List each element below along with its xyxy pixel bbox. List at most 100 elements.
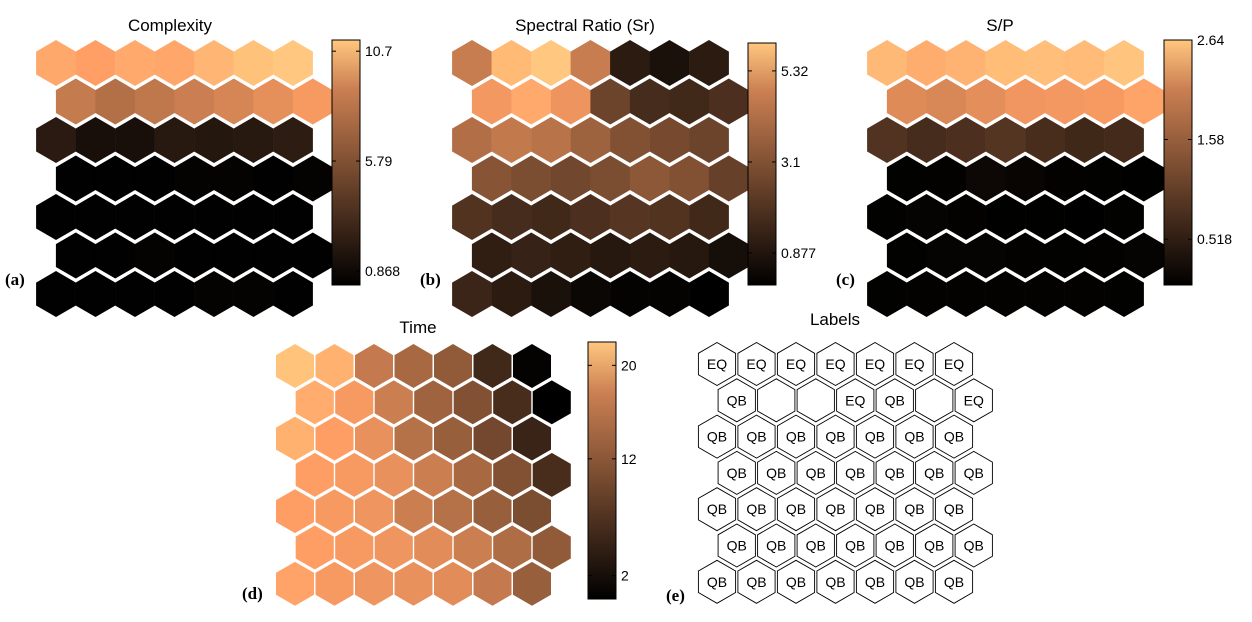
colorbar-tick-label: 1.58 <box>1197 132 1224 148</box>
label-hex-cell <box>816 414 855 459</box>
hex-cell <box>511 78 552 125</box>
hex-cell <box>1044 78 1085 125</box>
hex-cell <box>275 489 315 534</box>
hex-class-label: QB <box>825 429 845 445</box>
hex-class-label: QB <box>746 501 766 517</box>
hex-cell <box>629 78 670 125</box>
hex-cell <box>295 380 334 425</box>
hex-cell <box>946 271 986 317</box>
hex-cell <box>233 40 274 86</box>
hex-cell <box>452 40 492 86</box>
hex-class-label: EQ <box>865 356 885 372</box>
hex-class-label: QB <box>885 465 905 481</box>
hex-cell <box>354 561 394 606</box>
label-hex-cell <box>816 487 855 532</box>
label-hex-cell <box>855 487 895 532</box>
label-hex-cell <box>934 341 974 387</box>
hex-cell <box>453 452 492 497</box>
hex-class-label: EQ <box>964 392 984 408</box>
hex-cell <box>985 40 1026 86</box>
hex-class-label: EQ <box>707 356 727 372</box>
hex-cell <box>473 489 512 534</box>
hex-cell <box>253 78 294 125</box>
label-hex-cell <box>737 414 776 459</box>
hex-class-label: QB <box>806 538 826 554</box>
hex-cell <box>689 271 729 317</box>
hex-cell <box>292 155 333 202</box>
hex-class-label: QB <box>964 465 984 481</box>
hex-class-label: QB <box>786 429 806 445</box>
colorbar-ticks-c: 2.64 1.58 0.518 <box>1164 32 1232 247</box>
hex-cell <box>275 416 315 461</box>
label-hex-cell <box>697 341 737 387</box>
hex-cell <box>946 194 986 240</box>
hex-cell <box>669 78 710 125</box>
hex-cell <box>55 78 96 125</box>
label-hex-cell <box>934 559 974 604</box>
label-hex-cell <box>855 341 895 387</box>
hex-cell <box>452 271 492 317</box>
hex-cell <box>253 155 294 202</box>
hex-cell <box>253 232 294 279</box>
hex-cell <box>708 232 749 279</box>
hex-cell <box>194 40 234 86</box>
hex-cell <box>473 344 512 388</box>
hex-cell <box>292 232 333 279</box>
hex-class-label: EQ <box>825 356 845 372</box>
hex-cell <box>590 155 631 202</box>
hex-class-label: QB <box>865 429 885 445</box>
hex-cell <box>134 78 175 125</box>
hex-class-label: QB <box>845 538 865 554</box>
hex-cell <box>233 271 274 317</box>
hex-cell <box>532 525 571 570</box>
hex-cell <box>154 194 195 240</box>
hex-cell <box>629 232 670 279</box>
hex-cell <box>590 232 631 279</box>
hex-cell <box>473 416 512 461</box>
hex-cell <box>433 561 473 606</box>
hex-cell <box>491 117 532 163</box>
hex-class-label: QB <box>707 501 727 517</box>
chart-title-c: S/P <box>986 16 1013 35</box>
hex-cell <box>610 117 650 163</box>
hex-cell <box>273 117 313 163</box>
colorbar-ticks-a: 10.7 5.79 0.868 <box>332 43 400 279</box>
label-hex-cell <box>915 378 954 423</box>
hex-class-label: QB <box>825 574 845 590</box>
label-hex-cell <box>836 378 875 423</box>
hex-cell <box>906 271 947 317</box>
label-hex-cell <box>796 450 835 495</box>
hex-cell <box>708 78 749 125</box>
hex-cell <box>394 561 433 606</box>
hex-cell <box>906 117 947 163</box>
label-hex-cell <box>934 414 974 459</box>
hex-class-label: EQ <box>746 356 766 372</box>
chart-title-b: Spectral Ratio (Sr) <box>515 16 655 35</box>
hex-cell <box>414 525 453 570</box>
hex-class-label: QB <box>727 538 747 554</box>
hex-cell <box>1005 78 1046 125</box>
panel-b: Spectral Ratio (Sr) 5.32 3.1 0.877 (b) <box>420 16 816 317</box>
hex-cell <box>511 232 552 279</box>
hex-class-label: QB <box>727 392 747 408</box>
hex-cell <box>867 40 907 86</box>
hex-cell <box>95 78 136 125</box>
hex-class-label: QB <box>746 429 766 445</box>
hex-class-label: EQ <box>904 356 924 372</box>
label-hex-cell <box>697 559 737 604</box>
label-hex-cell <box>717 450 756 495</box>
hex-class-label: QB <box>707 574 727 590</box>
label-hex-cell <box>697 414 737 459</box>
hex-cell <box>1104 40 1144 86</box>
colorbar-c <box>1163 39 1193 286</box>
hex-cell <box>233 194 274 240</box>
hex-class-label: QB <box>904 574 924 590</box>
colorbar-tick-label: 5.32 <box>781 63 808 79</box>
label-hex-cell <box>836 523 875 568</box>
hex-cell <box>1123 78 1164 125</box>
colorbar-tick-label: 2.64 <box>1197 32 1224 48</box>
hex-cell <box>946 40 986 86</box>
colorbar-tick-label: 12 <box>621 451 637 467</box>
label-hex-cell <box>895 341 934 387</box>
